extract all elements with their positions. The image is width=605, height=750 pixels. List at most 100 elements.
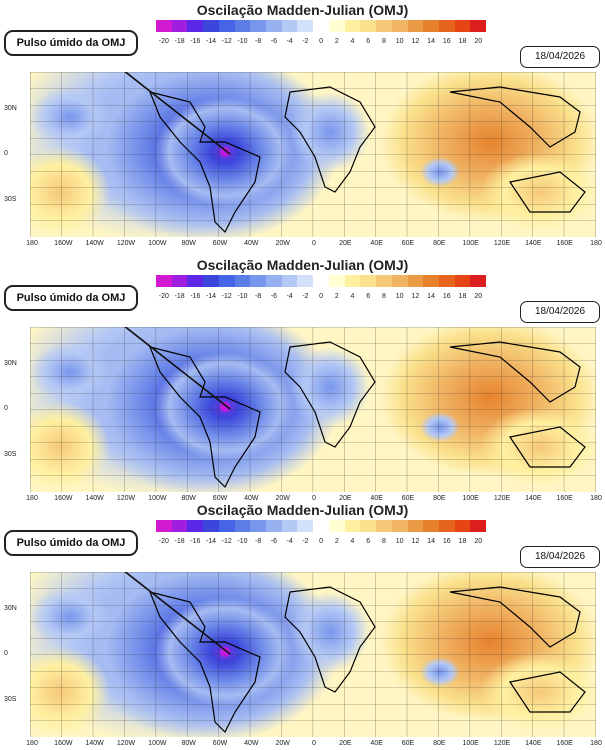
lon-label: 60E — [401, 240, 415, 247]
lon-label: 120E — [493, 740, 511, 747]
colorbar-swatch — [376, 275, 392, 287]
colorbar-swatch — [328, 520, 345, 532]
lon-label: 160E — [556, 240, 573, 247]
lon-label: 100E — [462, 740, 479, 747]
colorbar-swatch — [470, 520, 487, 532]
lon-label: 80W — [181, 240, 196, 247]
colorbar-tick: 4 — [350, 538, 355, 545]
map-title: Oscilação Madden-Julian (OMJ) — [196, 2, 409, 18]
lon-label: 80E — [433, 495, 446, 502]
colorbar-tick: 6 — [366, 38, 371, 45]
lon-label: 40W — [244, 740, 259, 747]
colorbar-tick: 18 — [458, 38, 467, 45]
colorbar-swatch — [423, 20, 439, 32]
colorbar-tick: 6 — [366, 293, 371, 300]
colorbar-tick: -18 — [174, 538, 185, 545]
colorbar-tick: -10 — [237, 293, 248, 300]
lon-label: 20E — [339, 240, 352, 247]
colorbar-labels: -20 -18 -16 -14 -12 -10 -8 -6 -4 -2 0 2 4 6 8 10 12 14 16 1… — [156, 293, 486, 300]
colorbar-swatch — [250, 20, 267, 32]
lon-label: 140W — [85, 495, 104, 502]
colorbar-swatch — [344, 520, 361, 532]
lon-label: 60W — [212, 240, 228, 247]
colorbar-swatch — [187, 275, 204, 287]
colorbar-swatch — [360, 520, 377, 532]
colorbar-swatch — [391, 275, 408, 287]
colorbar-tick: -18 — [174, 293, 185, 300]
colorbar-swatch — [407, 275, 424, 287]
colorbar-swatch — [313, 20, 329, 32]
lat-label: 30S — [4, 451, 17, 458]
mjo-arrow — [124, 572, 231, 655]
colorbar-tick: -20 — [158, 293, 169, 300]
lon-label: 120W — [116, 240, 136, 247]
colorbar-tick: 20 — [474, 293, 483, 300]
colorbar-swatch — [454, 20, 471, 32]
colorbar-swatch — [344, 275, 361, 287]
colorbar-tick: -10 — [237, 538, 248, 545]
colorbar-tick: -16 — [190, 293, 201, 300]
colorbar-swatch — [423, 520, 439, 532]
colorbar-tick: 10 — [395, 293, 404, 300]
lon-label: 180 — [590, 740, 602, 747]
colorbar-swatch — [234, 20, 251, 32]
colorbar-swatch — [171, 520, 188, 532]
colorbar-swatch — [297, 520, 314, 532]
lon-label: 100W — [148, 240, 167, 247]
lat-label: 30S — [4, 696, 17, 703]
colorbar-tick: -12 — [221, 293, 232, 300]
lat-label: 0 — [4, 650, 8, 657]
colorbar-tick: 12 — [411, 538, 420, 545]
colorbar-swatch — [360, 20, 377, 32]
lon-label: 160W — [54, 495, 73, 502]
lon-label: 40W — [244, 240, 259, 247]
lon-label: 180 — [590, 495, 602, 502]
colorbar-tick: 8 — [381, 538, 386, 545]
colorbar-swatch — [407, 520, 424, 532]
colorbar-swatch — [438, 20, 455, 32]
colorbar-swatch — [454, 520, 471, 532]
colorbar-tick: -14 — [205, 293, 217, 300]
colorbar-swatch — [156, 275, 172, 287]
colorbar-swatch — [187, 20, 204, 32]
omj-panel: Oscilação Madden-Julian (OMJ) -20 -18 -16-… — [0, 0, 605, 250]
lat-label: 30N — [4, 105, 17, 112]
colorbar-swatch — [234, 520, 251, 532]
colorbar-swatch — [156, 20, 172, 32]
colorbar-swatch — [423, 275, 439, 287]
lon-label: 180 — [26, 740, 38, 747]
colorbar-tick: -14 — [205, 538, 217, 545]
colorbar-tick: -4 — [286, 538, 293, 545]
colorbar-tick: 8 — [381, 293, 386, 300]
lon-label: 140E — [525, 740, 542, 747]
colorbar-tick: 6 — [366, 538, 371, 545]
colorbar-tick: 14 — [427, 38, 435, 45]
lat-label: 30S — [4, 196, 17, 203]
colorbar-tick: 12 — [411, 293, 420, 300]
colorbar-tick: 16 — [442, 38, 451, 45]
colorbar — [156, 275, 487, 291]
colorbar-tick: 4 — [350, 38, 355, 45]
colorbar-swatch — [203, 275, 219, 287]
colorbar-tick: 2 — [334, 293, 339, 300]
colorbar-swatch — [407, 20, 424, 32]
colorbar-swatch — [171, 275, 188, 287]
colorbar-tick: -6 — [270, 293, 277, 300]
colorbar-swatch — [470, 20, 487, 32]
colorbar-swatch — [281, 20, 298, 32]
mjo-callout-label: Pulso úmido da OMJ — [4, 530, 138, 556]
colorbar-swatch — [266, 20, 282, 32]
colorbar-swatch — [171, 20, 188, 32]
colorbar-swatch — [218, 275, 235, 287]
colorbar-swatch — [234, 275, 251, 287]
colorbar-tick: -18 — [174, 38, 185, 45]
colorbar-swatch — [391, 20, 408, 32]
colorbar-tick: 2 — [334, 38, 339, 45]
lat-label: 30N — [4, 605, 17, 612]
colorbar — [156, 520, 487, 536]
colorbar-swatch — [470, 275, 487, 287]
lon-label: 40E — [370, 240, 383, 247]
lon-label: 0 — [312, 495, 316, 502]
lon-label: 160W — [54, 740, 73, 747]
colorbar-tick: 0 — [319, 538, 323, 545]
